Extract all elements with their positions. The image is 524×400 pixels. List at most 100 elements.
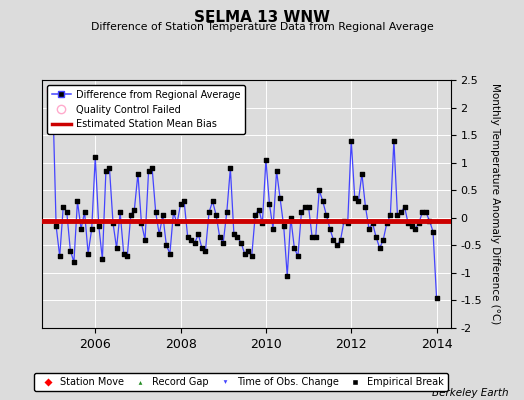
Point xyxy=(177,201,185,207)
Point xyxy=(230,231,238,238)
Point xyxy=(141,237,149,243)
Point xyxy=(180,198,188,204)
Point xyxy=(404,220,412,226)
Point xyxy=(212,212,220,218)
Y-axis label: Monthly Temperature Anomaly Difference (°C): Monthly Temperature Anomaly Difference (… xyxy=(490,83,500,325)
Point xyxy=(56,253,64,260)
Point xyxy=(205,209,213,216)
Point xyxy=(429,228,437,235)
Point xyxy=(287,214,295,221)
Point xyxy=(372,234,380,240)
Point xyxy=(329,237,337,243)
Point xyxy=(155,231,163,238)
Point xyxy=(333,242,341,248)
Point xyxy=(261,157,270,163)
Point xyxy=(77,226,85,232)
Text: SELMA 13 WNW: SELMA 13 WNW xyxy=(194,10,330,25)
Point xyxy=(88,226,96,232)
Point xyxy=(400,204,409,210)
Point xyxy=(187,237,195,243)
Point xyxy=(386,212,395,218)
Point xyxy=(304,204,313,210)
Text: Berkeley Earth: Berkeley Earth xyxy=(432,388,508,398)
Point xyxy=(414,220,423,226)
Point xyxy=(80,209,89,216)
Point xyxy=(112,245,121,251)
Point xyxy=(109,220,117,226)
Point xyxy=(169,209,178,216)
Point xyxy=(315,187,323,194)
Point xyxy=(223,209,231,216)
Point xyxy=(411,226,419,232)
Point xyxy=(84,250,92,257)
Point xyxy=(422,209,430,216)
Point xyxy=(418,209,427,216)
Point xyxy=(105,165,114,171)
Point xyxy=(219,239,227,246)
Point xyxy=(358,170,366,177)
Point xyxy=(269,226,277,232)
Point xyxy=(294,253,302,260)
Point xyxy=(137,220,146,226)
Point xyxy=(119,250,128,257)
Point xyxy=(272,168,281,174)
Point xyxy=(52,223,60,229)
Point xyxy=(344,220,352,226)
Point xyxy=(130,206,138,213)
Point xyxy=(251,212,259,218)
Legend: Difference from Regional Average, Quality Control Failed, Estimated Station Mean: Difference from Regional Average, Qualit… xyxy=(47,85,245,134)
Point xyxy=(368,220,377,226)
Point xyxy=(354,198,363,204)
Point xyxy=(62,209,71,216)
Legend: Station Move, Record Gap, Time of Obs. Change, Empirical Break: Station Move, Record Gap, Time of Obs. C… xyxy=(34,373,448,391)
Point xyxy=(425,217,434,224)
Point xyxy=(347,138,355,144)
Point xyxy=(191,239,199,246)
Point xyxy=(247,253,256,260)
Point xyxy=(301,204,309,210)
Point xyxy=(48,88,57,94)
Point xyxy=(194,231,203,238)
Point xyxy=(408,223,416,229)
Point xyxy=(397,209,405,216)
Point xyxy=(226,165,235,171)
Point xyxy=(166,250,174,257)
Point xyxy=(91,154,100,160)
Point xyxy=(311,234,320,240)
Point xyxy=(123,253,132,260)
Point xyxy=(237,239,245,246)
Point xyxy=(198,245,206,251)
Point xyxy=(159,212,167,218)
Point xyxy=(283,272,291,279)
Text: Difference of Station Temperature Data from Regional Average: Difference of Station Temperature Data f… xyxy=(91,22,433,32)
Point xyxy=(66,248,74,254)
Point xyxy=(201,248,210,254)
Point xyxy=(209,198,217,204)
Point xyxy=(215,234,224,240)
Point xyxy=(361,204,369,210)
Point xyxy=(340,217,348,224)
Point xyxy=(134,170,142,177)
Point xyxy=(276,195,285,202)
Point xyxy=(297,209,305,216)
Point xyxy=(376,245,384,251)
Point xyxy=(145,168,153,174)
Point xyxy=(351,195,359,202)
Point xyxy=(432,294,441,301)
Point xyxy=(162,242,171,248)
Point xyxy=(365,226,373,232)
Point xyxy=(183,234,192,240)
Point xyxy=(148,165,156,171)
Point xyxy=(290,245,299,251)
Point xyxy=(48,88,57,94)
Point xyxy=(258,220,267,226)
Point xyxy=(73,198,82,204)
Point xyxy=(151,209,160,216)
Point xyxy=(241,250,249,257)
Point xyxy=(116,209,124,216)
Point xyxy=(59,204,68,210)
Point xyxy=(308,234,316,240)
Point xyxy=(255,206,263,213)
Point xyxy=(244,248,253,254)
Point xyxy=(279,223,288,229)
